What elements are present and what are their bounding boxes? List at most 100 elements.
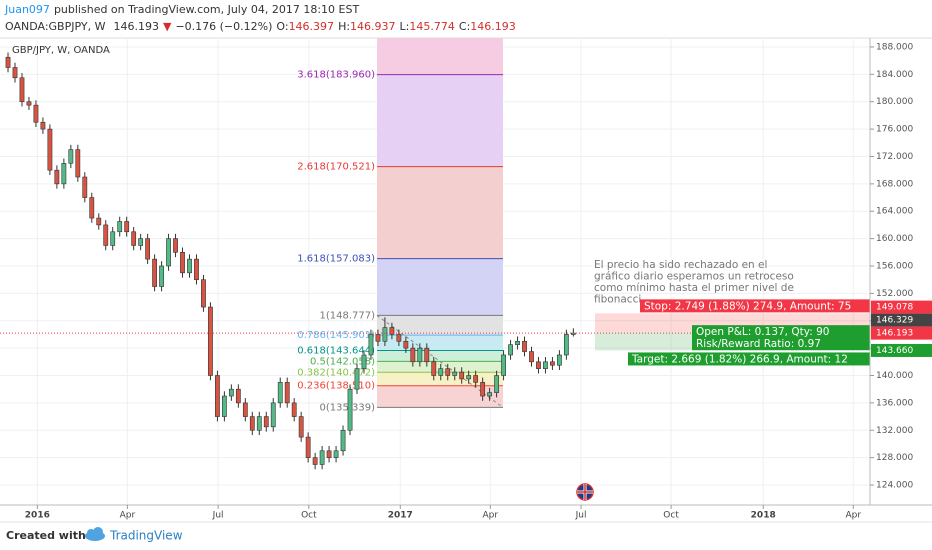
candle-body	[173, 238, 178, 253]
fib-label: 0.618(143.644)	[297, 346, 375, 357]
candle-body	[256, 416, 262, 431]
candle-body	[424, 347, 430, 363]
candle-body	[403, 340, 409, 349]
y-tick-label: 136.000	[876, 398, 913, 408]
y-tick-label: 140.000	[876, 371, 913, 381]
change-arrow: ▼	[163, 20, 172, 33]
candle-body	[480, 382, 486, 397]
y-tick-label: 124.000	[876, 481, 913, 491]
candle-body	[138, 238, 144, 246]
fib-band	[377, 315, 503, 336]
candle-body	[221, 395, 227, 417]
x-tick-label: Apr	[120, 511, 136, 521]
candle-body	[459, 371, 465, 380]
candle-body	[445, 368, 451, 376]
candle-body	[326, 450, 332, 458]
candle-body	[103, 224, 109, 246]
y-tick-label: 164.000	[876, 207, 913, 217]
candle-body	[557, 354, 562, 366]
published: published on TradingView.com, July 04, 2…	[54, 3, 360, 16]
y-tick-label: 160.000	[876, 234, 913, 244]
candle-body	[389, 327, 395, 335]
candle-body	[68, 149, 74, 164]
trend-line	[376, 315, 504, 408]
ohlc-value: 146.397	[289, 20, 335, 33]
x-tick-label: Oct	[663, 511, 679, 521]
candle-body	[396, 334, 402, 342]
target-label-box	[628, 352, 870, 366]
candle-body	[40, 121, 46, 130]
candle-body	[452, 371, 458, 376]
y-tick-label: 184.000	[876, 70, 913, 80]
candle-body	[242, 402, 248, 417]
candle-body	[291, 402, 297, 417]
candle-body	[417, 347, 423, 363]
candle-body	[312, 457, 318, 465]
candle-body	[194, 258, 199, 280]
ohlc-key: H:	[338, 20, 350, 33]
candle-body	[340, 429, 346, 452]
x-tick-label: Apr	[845, 511, 861, 521]
fib-label: 0.382(140.472)	[297, 367, 375, 378]
stop-label: Stop: 2.749 (1.88%) 274.9, Amount: 75	[644, 300, 851, 312]
candle-body	[61, 163, 67, 185]
candle-body	[466, 375, 472, 380]
candle-body	[431, 361, 437, 376]
footer-brand[interactable]: TradingView	[109, 529, 183, 543]
candle-body	[298, 416, 304, 438]
x-tick-label: 2018	[751, 511, 776, 521]
candle-body	[410, 347, 416, 363]
plot-area: 0(135.339)0.236(138.510)0.382(140.472)0.…	[0, 38, 870, 505]
candle-body	[166, 238, 171, 267]
candle-body	[319, 450, 325, 465]
target-label: Target: 2.669 (1.82%) 266.9, Amount: 12	[631, 353, 848, 365]
candle-body	[54, 169, 60, 185]
y-tick-label: 180.000	[876, 97, 913, 107]
fib-band	[377, 335, 503, 351]
fib-band	[377, 372, 503, 386]
chart-title: GBP/JPY, W, OANDA	[12, 45, 110, 56]
symbol: OANDA:GBPJPY, W	[5, 20, 106, 33]
candle-body	[5, 56, 11, 68]
x-tick-label: 2017	[388, 511, 413, 521]
candle-body	[75, 149, 81, 178]
price-tag	[871, 300, 932, 314]
candle-body	[368, 334, 374, 356]
candle-body	[529, 351, 534, 363]
rr-label-box	[692, 337, 870, 351]
price-tag	[871, 343, 932, 357]
candle-body	[187, 258, 192, 274]
candle-body	[249, 416, 255, 431]
header-line-2: OANDA:GBPJPY, W 146.193 ▼ −0.176 (−0.12%) O:…	[5, 20, 516, 33]
fib-band	[377, 350, 503, 362]
author: Juan097	[4, 3, 50, 16]
candle-body	[263, 416, 269, 428]
y-tick-label: 168.000	[876, 179, 913, 189]
y-tick-label: 188.000	[876, 42, 913, 52]
last-price: 146.193	[113, 20, 159, 33]
candle-body	[117, 221, 123, 233]
candle-body	[522, 340, 527, 352]
fib-band	[377, 361, 503, 373]
candle-body	[536, 361, 541, 369]
stop-label-box	[640, 299, 870, 313]
candle-body	[347, 388, 353, 431]
price-tag-label: 146.193	[876, 329, 913, 339]
note-text: gráfico diario esperamos un retroceso	[594, 271, 794, 283]
candle-body	[96, 217, 102, 226]
x-tick-label: Oct	[301, 511, 317, 521]
x-tick-label: Apr	[483, 511, 499, 521]
fib-label: 0(135.339)	[319, 402, 375, 413]
pnl-label-box	[692, 325, 870, 339]
uk-flag-icon	[576, 483, 594, 501]
candle-body	[305, 436, 311, 458]
y-tick-label: 132.000	[876, 426, 913, 436]
ohlc-value: 146.937	[350, 20, 396, 33]
tradingview-logo	[85, 527, 105, 541]
fib-label: 0.786(145.901)	[297, 330, 375, 341]
candle-body	[563, 334, 569, 356]
x-tick-label: Jul	[575, 511, 587, 521]
ohlc-key: O:	[276, 20, 288, 33]
fib-band	[377, 38, 503, 75]
fib-band	[377, 74, 503, 167]
